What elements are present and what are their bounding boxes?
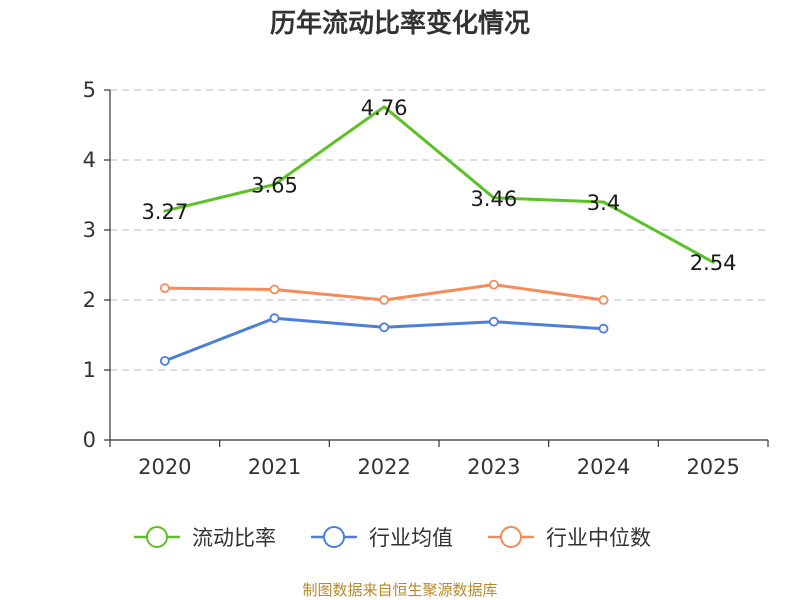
data-label: 3.65 bbox=[251, 174, 298, 198]
series-group: 3.27 3.65 4.76 3.46 3.4 2.54 bbox=[141, 96, 737, 366]
series-2 bbox=[159, 313, 609, 366]
data-label: 3.27 bbox=[141, 200, 188, 224]
series-3 bbox=[159, 279, 609, 305]
x-tick-label: 2020 bbox=[138, 455, 191, 479]
data-point bbox=[379, 322, 390, 333]
data-label: 3.4 bbox=[587, 191, 620, 215]
legend-label: 行业均值 bbox=[369, 526, 453, 550]
legend-swatch-marker bbox=[146, 526, 168, 548]
source-note: 制图数据来自恒生聚源数据库 bbox=[302, 581, 497, 599]
legend[interactable]: 流动比率 行业均值 行业中位数 bbox=[134, 526, 651, 550]
axes: 0 1 2 3 4 5 2020 2021 2022 2023 2024 2025 bbox=[83, 78, 769, 479]
data-point bbox=[488, 316, 499, 327]
series-1: 3.27 3.65 4.76 3.46 3.4 2.54 bbox=[141, 96, 736, 275]
x-tick-label: 2022 bbox=[357, 455, 410, 479]
y-tick-label: 3 bbox=[83, 218, 96, 242]
x-tick-label: 2021 bbox=[248, 455, 301, 479]
x-tick-label: 2024 bbox=[577, 455, 630, 479]
legend-swatch-marker bbox=[500, 526, 522, 548]
chart-title: 历年流动比率变化情况 bbox=[270, 8, 530, 39]
legend-item-2[interactable]: 行业均值 bbox=[311, 526, 453, 550]
y-tick-label: 0 bbox=[83, 428, 96, 452]
data-label: 2.54 bbox=[690, 251, 737, 275]
legend-item-1[interactable]: 流动比率 bbox=[134, 526, 276, 550]
data-point bbox=[488, 279, 499, 290]
data-point bbox=[598, 295, 609, 305]
legend-label: 行业中位数 bbox=[546, 526, 651, 550]
series-line bbox=[163, 105, 715, 264]
data-point bbox=[159, 283, 170, 294]
legend-item-3[interactable]: 行业中位数 bbox=[488, 526, 651, 550]
y-tick-label: 5 bbox=[83, 78, 96, 102]
data-label: 3.46 bbox=[470, 187, 517, 211]
data-point bbox=[159, 355, 170, 366]
x-tick-label: 2025 bbox=[686, 455, 739, 479]
y-tick-label: 2 bbox=[83, 288, 96, 312]
grid-lines bbox=[110, 89, 768, 371]
y-tick-label: 1 bbox=[83, 358, 96, 382]
data-point bbox=[269, 313, 280, 324]
data-point bbox=[269, 284, 280, 295]
data-point bbox=[598, 323, 609, 334]
legend-swatch-marker bbox=[323, 526, 345, 548]
data-label: 4.76 bbox=[361, 96, 408, 120]
y-tick-label: 4 bbox=[83, 148, 96, 172]
x-tick-label: 2023 bbox=[467, 455, 520, 479]
legend-label: 流动比率 bbox=[192, 526, 276, 550]
data-point bbox=[379, 295, 390, 305]
